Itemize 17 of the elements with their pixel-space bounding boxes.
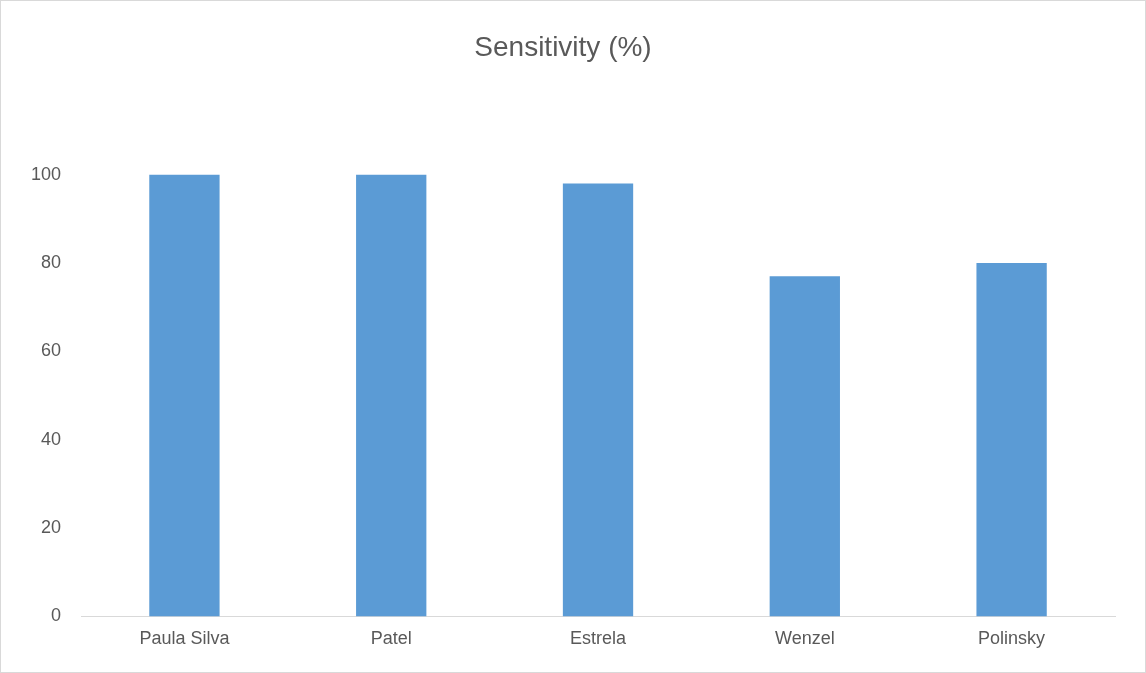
- y-tick-label: 100: [30, 163, 62, 184]
- x-tick-label: Estrela: [570, 628, 628, 649]
- bar: [149, 174, 220, 617]
- x-tick-label: Paula Silva: [139, 628, 231, 649]
- bar: [769, 276, 840, 617]
- y-tick-label: 0: [51, 605, 62, 626]
- chart-title: Sensitivity (%): [474, 30, 652, 62]
- bar: [562, 183, 634, 617]
- y-tick-label: 60: [41, 340, 62, 361]
- x-tick-label: Patel: [370, 628, 412, 649]
- x-tick-label: Polinsky: [978, 628, 1046, 649]
- bar: [976, 262, 1047, 617]
- y-tick-label: 20: [41, 517, 62, 538]
- y-tick-label: 40: [41, 428, 62, 449]
- y-tick-label: 80: [41, 251, 62, 272]
- bar: [356, 174, 427, 617]
- x-tick-label: Wenzel: [774, 628, 835, 649]
